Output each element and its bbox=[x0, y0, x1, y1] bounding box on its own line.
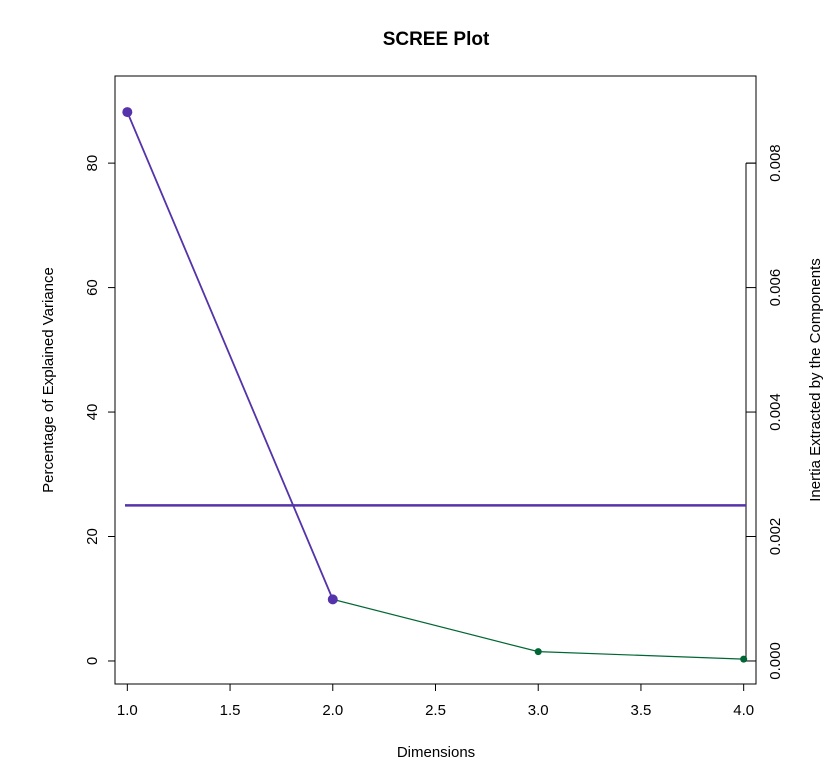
x-tick-label: 4.0 bbox=[733, 702, 754, 719]
secondary-y-axis-label: Inertia Extracted by the Components bbox=[807, 258, 824, 501]
x-tick-label: 3.5 bbox=[631, 702, 652, 719]
y-tick-label: 0 bbox=[84, 657, 101, 665]
y-axis: 0 20 40 60 80 bbox=[84, 155, 116, 665]
secondary-y-tick-label: 0.006 bbox=[767, 269, 784, 307]
data-point bbox=[534, 648, 542, 656]
x-tick-label: 1.5 bbox=[220, 702, 241, 719]
secondary-y-tick-label: 0.004 bbox=[767, 393, 784, 431]
chart-title: SCREE Plot bbox=[383, 29, 490, 50]
secondary-y-axis: 0.000 0.002 0.004 0.006 0.008 bbox=[745, 144, 784, 680]
y-tick-label: 60 bbox=[84, 279, 101, 296]
x-tick-label: 2.0 bbox=[322, 702, 343, 719]
y-tick-label: 40 bbox=[84, 404, 101, 421]
x-axis: 1.0 1.5 2.0 2.5 3.0 3.5 4.0 bbox=[117, 683, 754, 719]
highlighted-series-line bbox=[126, 111, 334, 600]
highlighted-data-point bbox=[122, 107, 133, 118]
y-tick-label: 20 bbox=[84, 528, 101, 545]
series-layer bbox=[123, 108, 748, 663]
series-line bbox=[126, 111, 744, 660]
x-tick-label: 2.5 bbox=[425, 702, 446, 719]
secondary-y-tick-label: 0.000 bbox=[767, 642, 784, 680]
plot-frame bbox=[114, 75, 757, 685]
secondary-y-tick-label: 0.002 bbox=[767, 518, 784, 556]
highlight-layer bbox=[122, 107, 338, 605]
secondary-y-tick-label: 0.008 bbox=[767, 144, 784, 182]
x-tick-label: 1.0 bbox=[117, 702, 138, 719]
highlighted-data-point bbox=[327, 594, 338, 605]
data-point bbox=[740, 655, 748, 663]
x-tick-label: 3.0 bbox=[528, 702, 549, 719]
y-axis-label: Percentage of Explained Variance bbox=[40, 267, 57, 493]
y-tick-label: 80 bbox=[84, 155, 101, 172]
x-axis-label: Dimensions bbox=[397, 744, 475, 761]
